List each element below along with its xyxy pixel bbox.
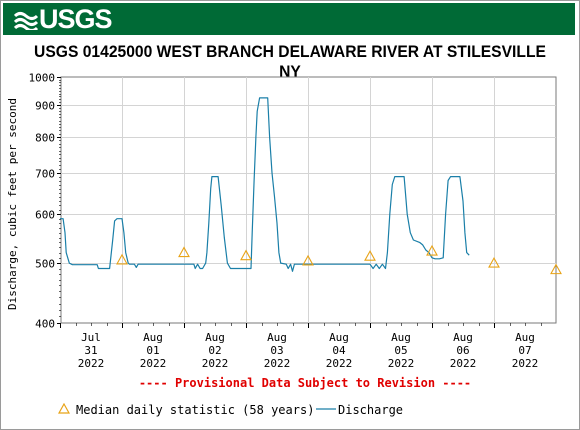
x-tick-label: Aug: [329, 331, 349, 344]
x-tick-label: 04: [332, 344, 346, 357]
provisional-notice: ---- Provisional Data Subject to Revisio…: [138, 376, 472, 390]
x-tick-label: 2022: [512, 357, 539, 370]
x-tick-label: 03: [270, 344, 283, 357]
y-tick-label: 600: [35, 209, 55, 222]
x-tick-label: 2022: [140, 357, 167, 370]
usgs-banner: USGS: [3, 3, 575, 35]
x-tick-label: 07: [518, 344, 531, 357]
grid-lines: [61, 77, 556, 323]
y-tick-label: 800: [35, 132, 55, 145]
median-point: [178, 246, 190, 258]
x-tick-label: 2022: [78, 357, 105, 370]
x-tick-label: 2022: [264, 357, 291, 370]
x-tick-label: 05: [394, 344, 407, 357]
x-axis-ticks: Jul312022Aug012022Aug022022Aug032022Aug0…: [60, 323, 542, 370]
discharge-line: [60, 97, 470, 272]
x-tick-label: 2022: [326, 357, 353, 370]
median-point: [488, 256, 500, 268]
chart-title: USGS 01425000 WEST BRANCH DELAWARE RIVER…: [34, 42, 546, 81]
legend-median-label: Median daily statistic (58 years): [76, 403, 315, 417]
x-tick-label: Aug: [515, 331, 535, 344]
x-tick-label: 2022: [388, 357, 415, 370]
series-layer: [60, 97, 470, 272]
x-tick-label: Aug: [391, 331, 411, 344]
usgs-waves-icon: [14, 12, 38, 30]
usgs-logo-text: USGS: [39, 4, 113, 34]
x-tick-label: Aug: [205, 331, 225, 344]
median-point: [240, 249, 252, 261]
x-tick-label: Aug: [453, 331, 473, 344]
triangle-icon: [58, 403, 70, 414]
x-tick-label: Aug: [143, 331, 163, 344]
x-tick-label: 06: [456, 344, 469, 357]
y-tick-label: 400: [35, 318, 55, 331]
y-tick-label: 700: [35, 168, 55, 181]
y-tick-label: 500: [35, 258, 55, 271]
median-point: [550, 263, 562, 275]
legend-discharge-label: Discharge: [338, 403, 404, 417]
x-tick-label: 2022: [450, 357, 477, 370]
y-tick-label: 1000: [29, 72, 56, 85]
y-axis-ticks: 400 500 600 700 800 900 1000: [29, 72, 61, 331]
median-point: [426, 244, 438, 256]
x-tick-label: 31: [84, 344, 97, 357]
x-tick-label: Jul: [81, 331, 101, 344]
line-icon: [316, 408, 336, 410]
x-tick-label: 01: [146, 344, 159, 357]
median-point: [364, 250, 376, 261]
x-tick-label: 02: [208, 344, 221, 357]
median-point: [116, 253, 128, 265]
x-tick-label: 2022: [202, 357, 229, 370]
y-tick-label: 900: [35, 100, 55, 113]
y-axis-label: Discharge, cubic feet per second: [6, 98, 19, 310]
median-markers: [116, 244, 562, 275]
x-tick-label: Aug: [267, 331, 287, 344]
median-point: [302, 254, 314, 266]
